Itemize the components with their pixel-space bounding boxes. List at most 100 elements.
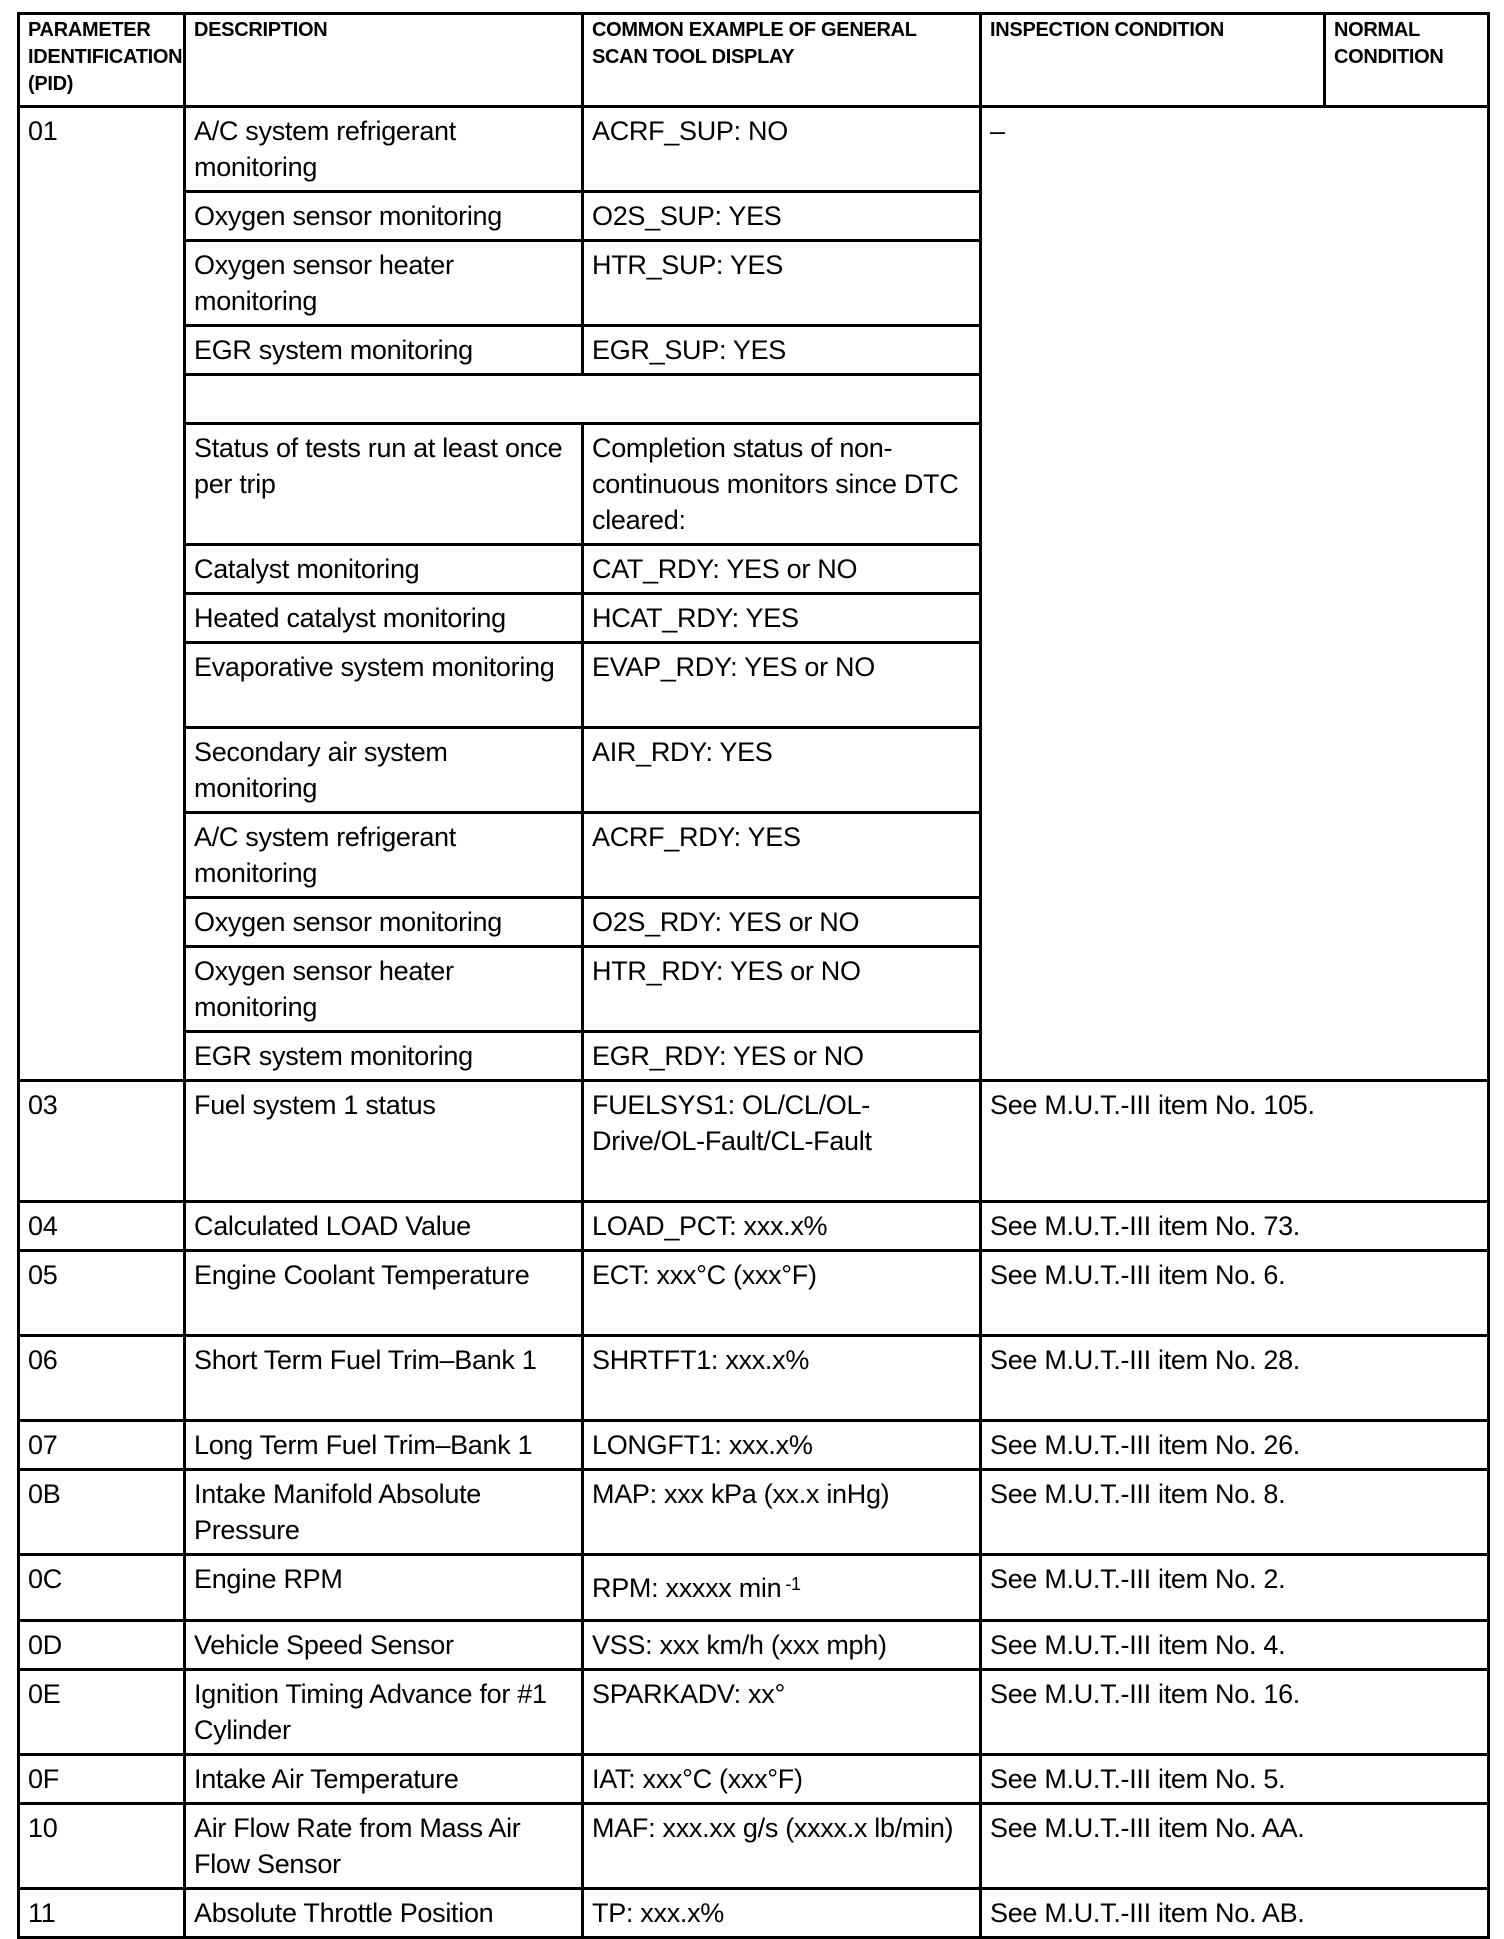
description-cell: Vehicle Speed Sensor <box>183 1619 584 1671</box>
pid-cell: 0E <box>17 1668 186 1756</box>
pid-cell: 06 <box>17 1334 186 1422</box>
table-row: EGR system monitoring EGR_SUP: YES <box>19 324 1489 376</box>
table-row: 04 Calculated LOAD Value LOAD_PCT: xxx.x% S… <box>17 1200 1490 1252</box>
header-inspection: INSPECTION CONDITION <box>979 12 1326 108</box>
table-row: 0B Intake Manifold Absolute Pressure MAP: … <box>17 1468 1490 1556</box>
pid-cell: 05 <box>17 1249 186 1337</box>
inspection-cell: See M.U.T.-III item No. 4. <box>979 1619 1490 1671</box>
table-row: 01 A/C system refrigerant monitoring ACRF_… <box>17 105 1490 1082</box>
description-cell: Long Term Fuel Trim–Bank 1 <box>183 1419 584 1471</box>
pid-cell: 04 <box>17 1200 186 1252</box>
description-cell: Oxygen sensor heater monitoring <box>183 239 584 327</box>
table-row: Oxygen sensor heater monitoring HTR_RDY: … <box>19 945 1489 1033</box>
example-cell: FUELSYS1: OL/CL/OL-Drive/OL-Fault/CL-Fau… <box>581 1079 982 1203</box>
pid-cell: 10 <box>17 1802 186 1890</box>
inspection-cell: See M.U.T.-III item No. AB. <box>979 1887 1490 1939</box>
description-cell: Oxygen sensor monitoring <box>183 896 584 948</box>
table-row: 11 Absolute Throttle Position TP: xxx.x% Se… <box>17 1887 1490 1939</box>
table-row: 0C Engine RPM RPM: xxxxx min -1 See M.U.T.-I… <box>17 1553 1490 1622</box>
inspection-cell: See M.U.T.-III item No. AA. <box>979 1802 1490 1890</box>
inspection-cell: See M.U.T.-III item No. 105. <box>979 1079 1490 1203</box>
table-row: 0E Ignition Timing Advance for #1 Cylinde… <box>17 1668 1490 1756</box>
example-cell: SPARKADV: xx° <box>581 1668 982 1756</box>
table-row: EGR system monitoring EGR_RDY: YES or NO <box>19 1030 1489 1082</box>
inspection-cell: See M.U.T.-III item No. 73. <box>979 1200 1490 1252</box>
example-cell: EVAP_RDY: YES or NO <box>581 641 982 729</box>
description-cell: Oxygen sensor monitoring <box>183 190 584 242</box>
header-row: PARAMETER IDENTIFICATION (PID) DESCRIPTI… <box>17 12 1490 108</box>
example-cell: RPM: xxxxx min -1 <box>581 1553 982 1622</box>
description-cell: Engine RPM <box>183 1553 584 1622</box>
pid-cell: 0D <box>17 1619 186 1671</box>
description-cell: Evaporative system monitoring <box>183 641 584 729</box>
inspection-cell: – <box>979 105 1490 1082</box>
example-cell: MAF: xxx.xx g/s (xxxx.x lb/min) <box>581 1802 982 1890</box>
description-cell: Intake Manifold Absolute Pressure <box>183 1468 584 1556</box>
table-row: 0F Intake Air Temperature IAT: xxx°C (xxx°… <box>17 1753 1490 1805</box>
example-cell: VSS: xxx km/h (xxx mph) <box>581 1619 982 1671</box>
table-row: Oxygen sensor monitoring O2S_SUP: YES <box>19 190 1489 242</box>
description-cell: EGR system monitoring <box>183 324 584 376</box>
description-cell: A/C system refrigerant monitoring <box>183 105 584 193</box>
table-row: 03 Fuel system 1 status FUELSYS1: OL/CL/OL… <box>17 1079 1490 1203</box>
pid-cell: 0F <box>17 1753 186 1805</box>
inspection-cell: See M.U.T.-III item No. 16. <box>979 1668 1490 1756</box>
header-description: DESCRIPTION <box>183 12 584 108</box>
pid-table: PARAMETER IDENTIFICATION (PID) DESCRIPTI… <box>17 12 1490 1939</box>
description-cell: Status of tests run at least once per tr… <box>183 422 584 546</box>
description-cell: Secondary air system monitoring <box>183 726 584 814</box>
description-cell: Heated catalyst monitoring <box>183 592 584 644</box>
table-row: Catalyst monitoring CAT_RDY: YES or NO <box>19 543 1489 595</box>
example-cell: ACRF_RDY: YES <box>581 811 982 899</box>
example-cell: O2S_RDY: YES or NO <box>581 896 982 948</box>
example-cell: Completion status of non-continuous moni… <box>581 422 982 546</box>
pid-cell: 03 <box>17 1079 186 1203</box>
pid-cell: 0B <box>17 1468 186 1556</box>
example-cell: AIR_RDY: YES <box>581 726 982 814</box>
example-cell: MAP: xxx kPa (xx.x inHg) <box>581 1468 982 1556</box>
inspection-cell: See M.U.T.-III item No. 8. <box>979 1468 1490 1556</box>
table-row: Oxygen sensor monitoring O2S_RDY: YES or … <box>19 896 1489 948</box>
description-cell: Calculated LOAD Value <box>183 1200 584 1252</box>
description-cell: Ignition Timing Advance for #1 Cylinder <box>183 1668 584 1756</box>
pid-cell: 07 <box>17 1419 186 1471</box>
blank-cell <box>183 373 982 425</box>
example-cell: HCAT_RDY: YES <box>581 592 982 644</box>
inspection-cell: See M.U.T.-III item No. 26. <box>979 1419 1490 1471</box>
description-cell: Fuel system 1 status <box>183 1079 584 1203</box>
description-cell: EGR system monitoring <box>183 1030 584 1082</box>
inspection-cell: See M.U.T.-III item No. 6. <box>979 1249 1490 1337</box>
example-cell: ACRF_SUP: NO <box>581 105 982 193</box>
description-cell: A/C system refrigerant monitoring <box>183 811 584 899</box>
table-row: Status of tests run at least once per tr… <box>19 422 1489 546</box>
header-example: COMMON EXAMPLE OF GENERAL SCAN TOOL DISP… <box>581 12 982 108</box>
table-row: 10 Air Flow Rate from Mass Air Flow Senso… <box>17 1802 1490 1890</box>
header-normal: NORMAL CONDITION <box>1323 12 1490 108</box>
pid-cell: 11 <box>17 1887 186 1939</box>
example-cell: ECT: xxx°C (xxx°F) <box>581 1249 982 1337</box>
example-cell: HTR_SUP: YES <box>581 239 982 327</box>
pid-cell: 01 <box>17 105 186 1082</box>
description-cell: Absolute Throttle Position <box>183 1887 584 1939</box>
inspection-cell: See M.U.T.-III item No. 28. <box>979 1334 1490 1422</box>
example-cell: CAT_RDY: YES or NO <box>581 543 982 595</box>
pid-cell: 0C <box>17 1553 186 1622</box>
example-superscript: -1 <box>785 1574 801 1594</box>
table-row <box>19 373 1489 425</box>
table-row: 07 Long Term Fuel Trim–Bank 1 LONGFT1: xxx… <box>17 1419 1490 1471</box>
description-cell: Catalyst monitoring <box>183 543 584 595</box>
description-cell: Engine Coolant Temperature <box>183 1249 584 1337</box>
table-row: 05 Engine Coolant Temperature ECT: xxx°C (… <box>17 1249 1490 1337</box>
table-row: Secondary air system monitoring AIR_RDY: … <box>19 726 1489 814</box>
description-cell: Air Flow Rate from Mass Air Flow Sensor <box>183 1802 584 1890</box>
table-row: 06 Short Term Fuel Trim–Bank 1 SHRTFT1: xx… <box>17 1334 1490 1422</box>
example-cell: LONGFT1: xxx.x% <box>581 1419 982 1471</box>
inspection-cell: See M.U.T.-III item No. 2. <box>979 1553 1490 1622</box>
example-cell: HTR_RDY: YES or NO <box>581 945 982 1033</box>
example-cell: TP: xxx.x% <box>581 1887 982 1939</box>
inspection-cell: See M.U.T.-III item No. 5. <box>979 1753 1490 1805</box>
description-cell: Short Term Fuel Trim–Bank 1 <box>183 1334 584 1422</box>
table-row: Evaporative system monitoring EVAP_RDY: Y… <box>19 641 1489 729</box>
example-cell: SHRTFT1: xxx.x% <box>581 1334 982 1422</box>
table-row: Heated catalyst monitoring HCAT_RDY: YES <box>19 592 1489 644</box>
